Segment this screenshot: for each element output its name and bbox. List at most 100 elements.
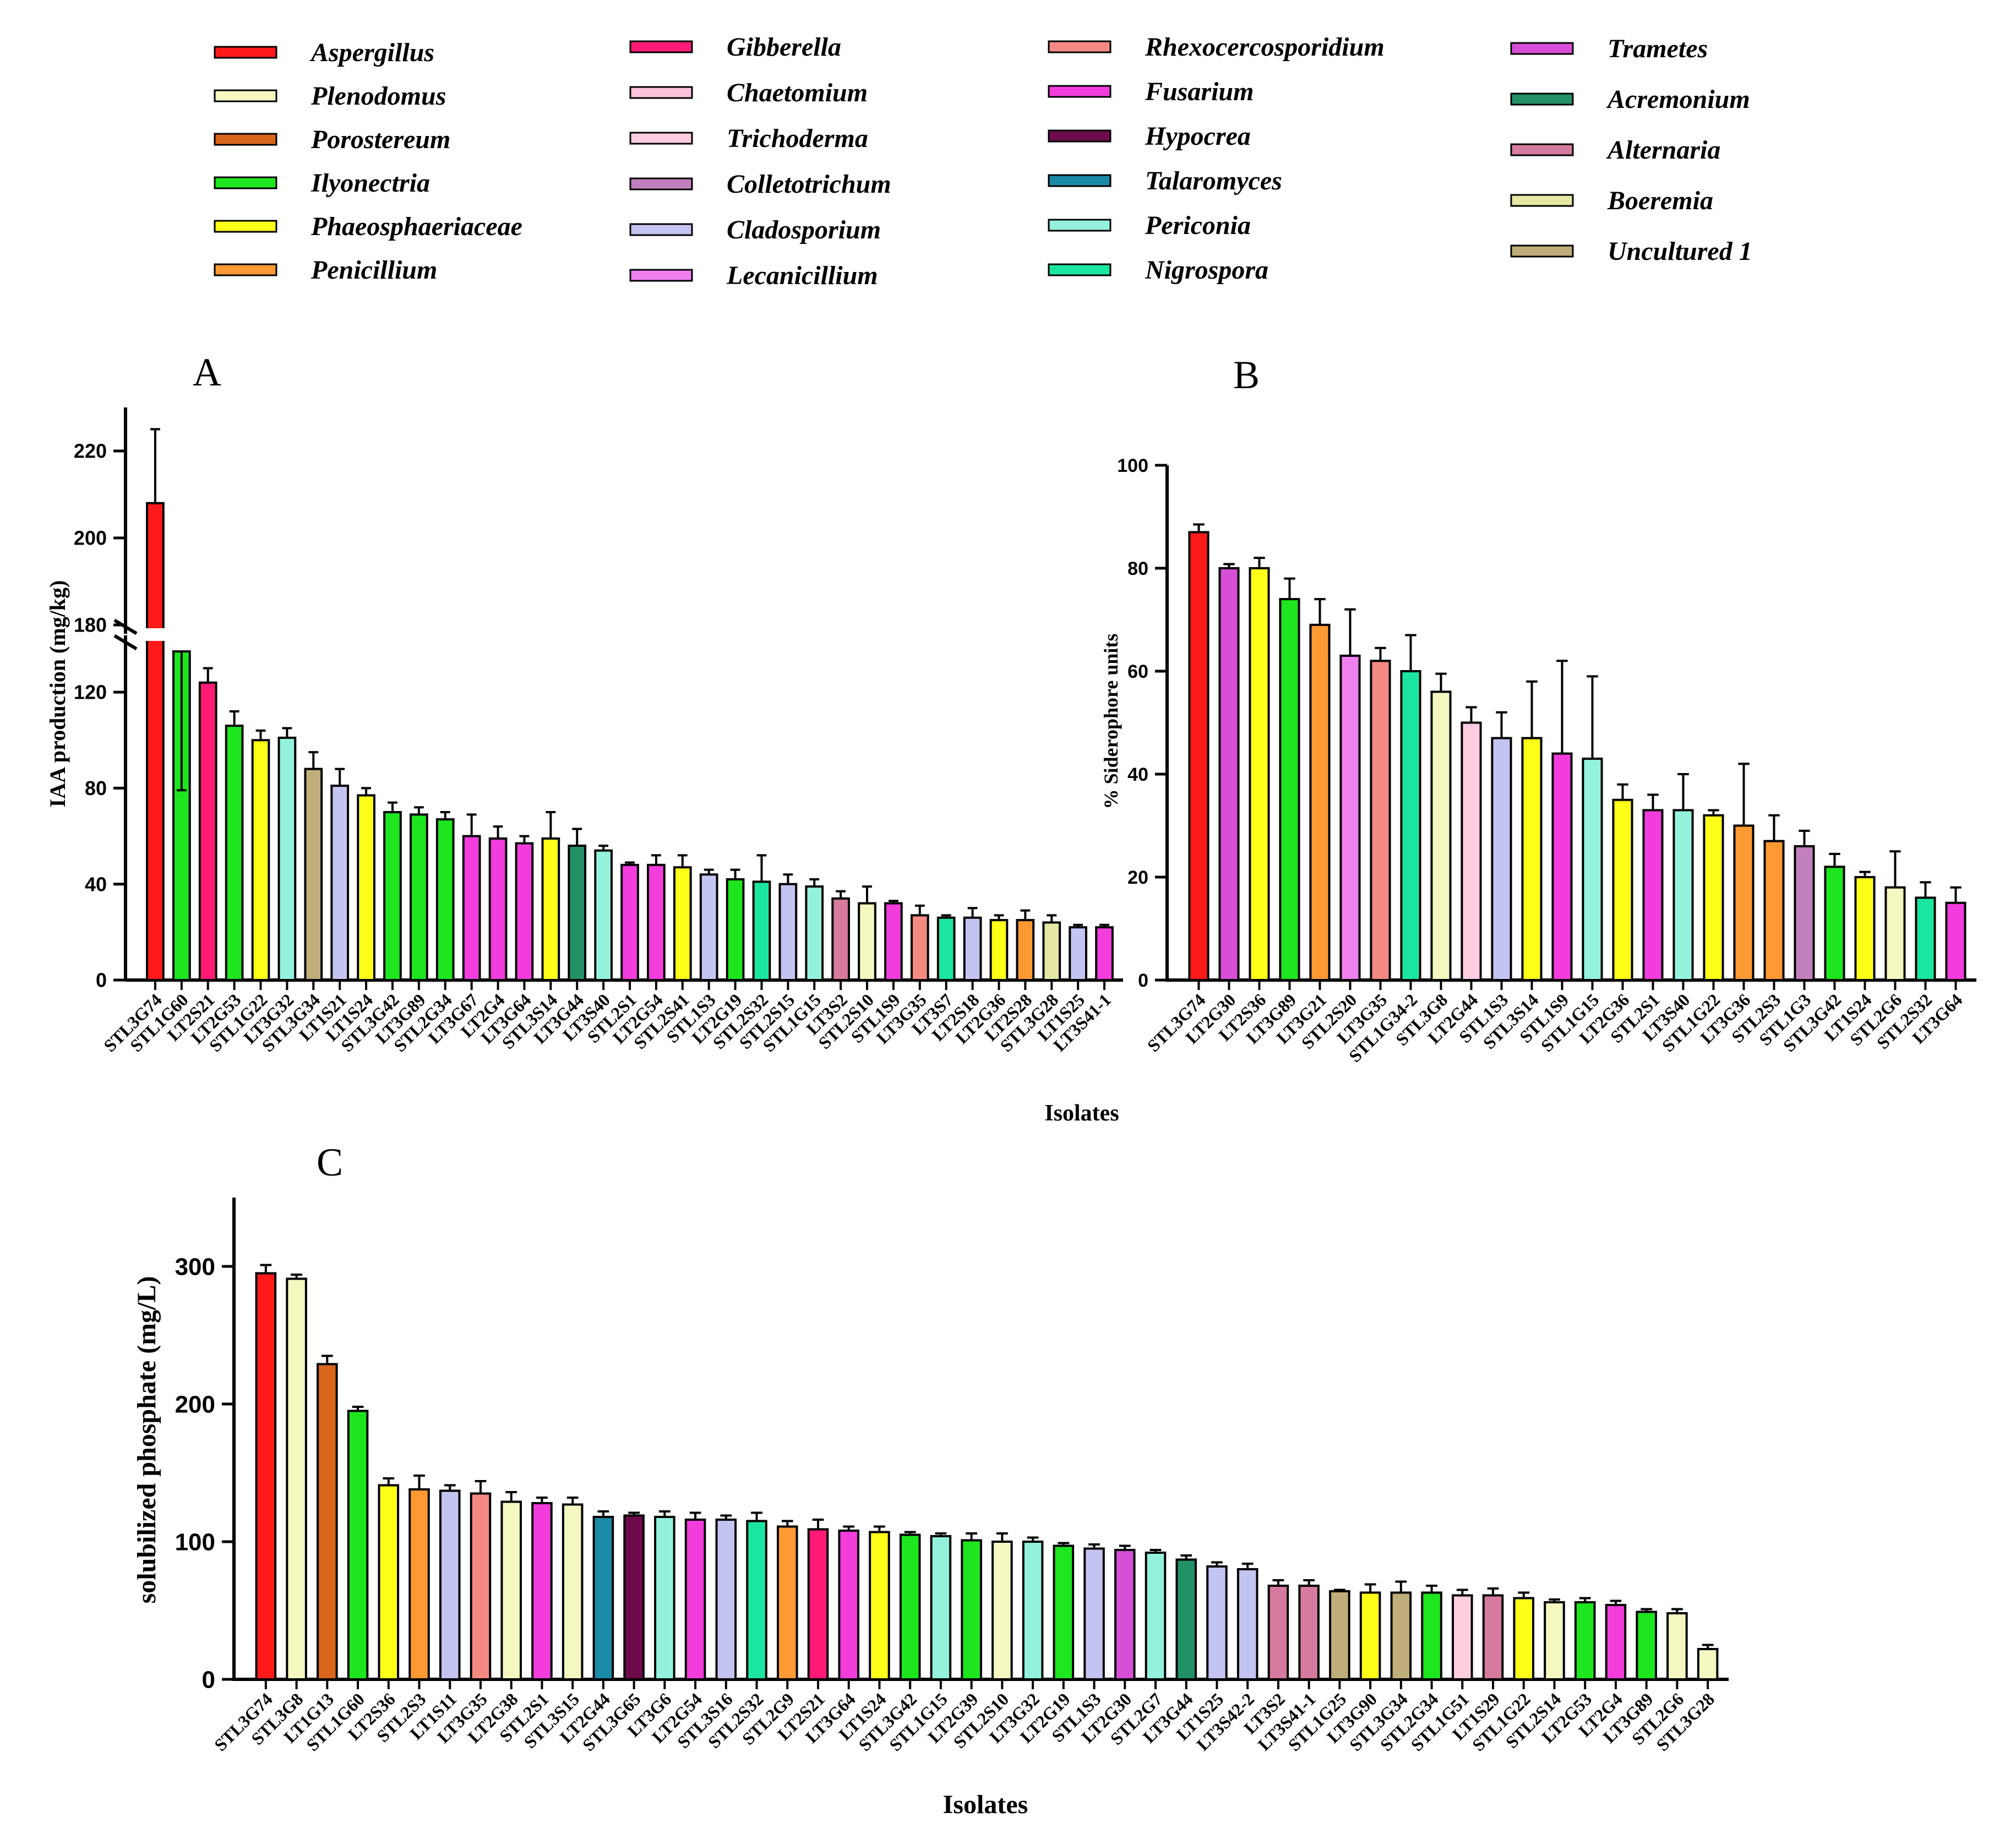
panel-a-chart: 0 40 80 120 180 200 220 IAA production (mg/kg) I… — [45, 407, 1123, 1126]
bar-lt3g32 — [1022, 1541, 1044, 1680]
legend-swatch — [1048, 219, 1111, 232]
bar-stl3g34 — [1390, 1591, 1412, 1680]
legend: Aspergillus Plenodomus Porostereum Ilyonect… — [214, 32, 1752, 290]
y-tick-label: 60 — [1127, 661, 1148, 682]
legend-swatch — [1048, 263, 1111, 276]
legend-label: Cladosporium — [727, 215, 881, 244]
legend-swatch — [214, 133, 277, 146]
y-tick-label: 0 — [96, 969, 107, 992]
legend-swatch — [629, 86, 693, 99]
bar-stl3s14 — [1521, 737, 1543, 982]
bar-lt3g64 — [1945, 901, 1966, 981]
legend-item-porostereum: Porostereum — [214, 125, 450, 154]
legend-item-hypocrea: Hypocrea — [1048, 122, 1251, 151]
legend-label: Ilyonectria — [310, 168, 430, 198]
panel-letter-a: A — [193, 350, 221, 394]
legend-label: Chaetomium — [727, 78, 868, 107]
bar-lt2g39 — [961, 1539, 982, 1680]
legend-swatch — [214, 263, 277, 276]
bar-stl2g9 — [776, 1525, 798, 1680]
legend-swatch — [629, 269, 693, 282]
bar-lt3s40 — [1672, 809, 1694, 981]
legend-label: Trichoderma — [727, 124, 868, 153]
bar-lt3s41-1 — [1298, 1585, 1320, 1680]
bar-stl1s3 — [1083, 1547, 1105, 1680]
bar-stl2g7 — [1145, 1552, 1167, 1680]
x-axis-title: Isolates — [1044, 1101, 1119, 1126]
legend-label: Penicillium — [310, 255, 437, 285]
bar-lt2g19 — [726, 878, 745, 981]
legend-item-cladosporium: Cladosporium — [629, 215, 881, 244]
y-tick-label: 120 — [74, 681, 107, 704]
legend-item-boeremia: Boeremia — [1510, 186, 1713, 215]
legend-label: Acremonium — [1606, 85, 1750, 114]
bar-stl1g51 — [1452, 1594, 1473, 1680]
legend-item-colletotrichum: Colletotrichum — [629, 170, 891, 199]
y-tick-label: 40 — [1127, 764, 1148, 785]
bar-stl1g15 — [1582, 757, 1603, 981]
legend-item-trichoderma: Trichoderma — [629, 124, 868, 153]
bar-lt2g36 — [1612, 798, 1633, 981]
bar-lt3g44 — [568, 845, 587, 981]
bar-lt3s42-2 — [1236, 1568, 1258, 1680]
legend-swatch — [214, 89, 277, 102]
axis-break-mark — [113, 618, 138, 651]
legend-item-uncultured-1: Uncultured 1 — [1510, 237, 1752, 266]
panel-c-chart: 0 100 200 300 solubilized phosphate (mg/L) Is… — [132, 1198, 1729, 1819]
bar-stl2s3 — [408, 1488, 430, 1680]
bar-stl2s10 — [858, 902, 876, 981]
bar-lt3g64 — [838, 1530, 859, 1680]
bar-stl1g34-2 — [1400, 670, 1421, 981]
legend-swatch — [1510, 143, 1574, 156]
bar-stl2s15 — [778, 883, 798, 981]
bar-stl3g8 — [1430, 690, 1452, 981]
legend-item-alternaria: Alternaria — [1510, 135, 1720, 165]
bar-lt2g54 — [647, 863, 666, 982]
bar-stl2s10 — [991, 1541, 1013, 1680]
legend-item-plenodomus: Plenodomus — [214, 81, 446, 111]
bar-lt3g35 — [910, 914, 929, 982]
bar-lt2g53 — [225, 725, 244, 981]
legend-swatch — [1510, 244, 1574, 258]
bar-lt2g30 — [1218, 567, 1240, 981]
bar-lt2g44 — [1461, 721, 1482, 981]
legend-swatch — [214, 220, 277, 233]
legend-label: Porostereum — [310, 125, 450, 154]
bar-lt3g35 — [1370, 660, 1391, 982]
bar-stl2g6 — [1884, 886, 1906, 981]
bar-stl2g6 — [1666, 1612, 1688, 1680]
legend-label: Fusarium — [1145, 77, 1254, 106]
panel-letter-c: C — [317, 1140, 343, 1184]
bar-lt3g44 — [1175, 1558, 1197, 1680]
legend-swatch — [1048, 129, 1111, 143]
bar-stl3g42 — [1824, 866, 1845, 982]
y-tick-label: 220 — [74, 440, 107, 463]
legend-label: Aspergillus — [309, 38, 434, 67]
bar-lt3g21 — [1309, 623, 1331, 981]
y-tick-label: 200 — [175, 1391, 215, 1418]
bar-lt2g53 — [1574, 1601, 1596, 1680]
bar-stl3g74 — [1188, 531, 1209, 981]
bar-stl2s32 — [746, 1520, 767, 1680]
legend-swatch — [1048, 40, 1111, 53]
bar-stl3g65 — [623, 1514, 645, 1680]
y-tick-label: 180 — [74, 614, 107, 636]
legend-item-trametes: Trametes — [1510, 34, 1708, 63]
y-axis-title: IAA production (mg/kg) — [45, 580, 70, 808]
bar-stl2s1 — [1642, 809, 1664, 981]
bar-lt3g6 — [654, 1516, 675, 1680]
legend-label: Boeremia — [1607, 186, 1713, 215]
bar-lt3s7 — [936, 916, 956, 981]
bar-stl1s9 — [884, 902, 903, 981]
bar-lt3g67 — [462, 835, 481, 981]
bar-lt3s2 — [1267, 1585, 1289, 1680]
legend-swatch — [1048, 85, 1111, 98]
legend-label: Alternaria — [1606, 135, 1720, 165]
bar-lt2s21 — [198, 681, 217, 981]
bar-stl3g34 — [304, 768, 323, 981]
legend-item-periconia: Periconia — [1048, 211, 1251, 240]
legend-label: Talaromyces — [1145, 166, 1282, 195]
bar-lt2g30 — [1114, 1549, 1136, 1680]
